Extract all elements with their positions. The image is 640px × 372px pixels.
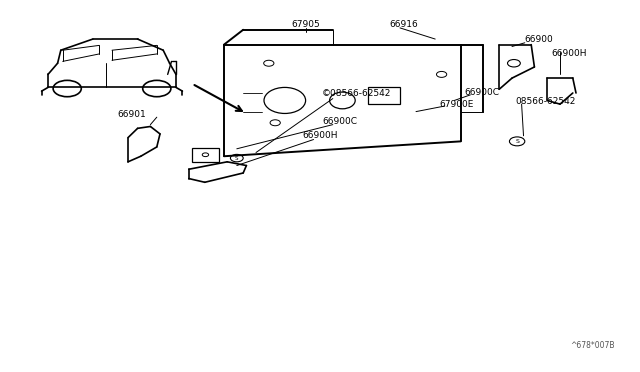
Text: ©08566-62542: ©08566-62542 bbox=[322, 89, 391, 98]
Text: 66900: 66900 bbox=[525, 35, 554, 44]
Text: S: S bbox=[235, 155, 239, 161]
Bar bbox=[368, 87, 400, 104]
Text: 67900E: 67900E bbox=[440, 100, 474, 109]
Text: ^678*007B: ^678*007B bbox=[570, 341, 614, 350]
Text: 66900C: 66900C bbox=[322, 117, 357, 126]
Text: 66901: 66901 bbox=[117, 110, 146, 119]
Text: 66900H: 66900H bbox=[552, 49, 587, 58]
Bar bbox=[192, 148, 219, 162]
Text: 67905: 67905 bbox=[291, 20, 320, 29]
Text: 66900C: 66900C bbox=[464, 88, 499, 97]
Text: 66900H: 66900H bbox=[302, 131, 337, 140]
Text: 08566-62542: 08566-62542 bbox=[516, 97, 576, 106]
Text: S: S bbox=[515, 139, 519, 144]
Text: 66916: 66916 bbox=[389, 20, 418, 29]
